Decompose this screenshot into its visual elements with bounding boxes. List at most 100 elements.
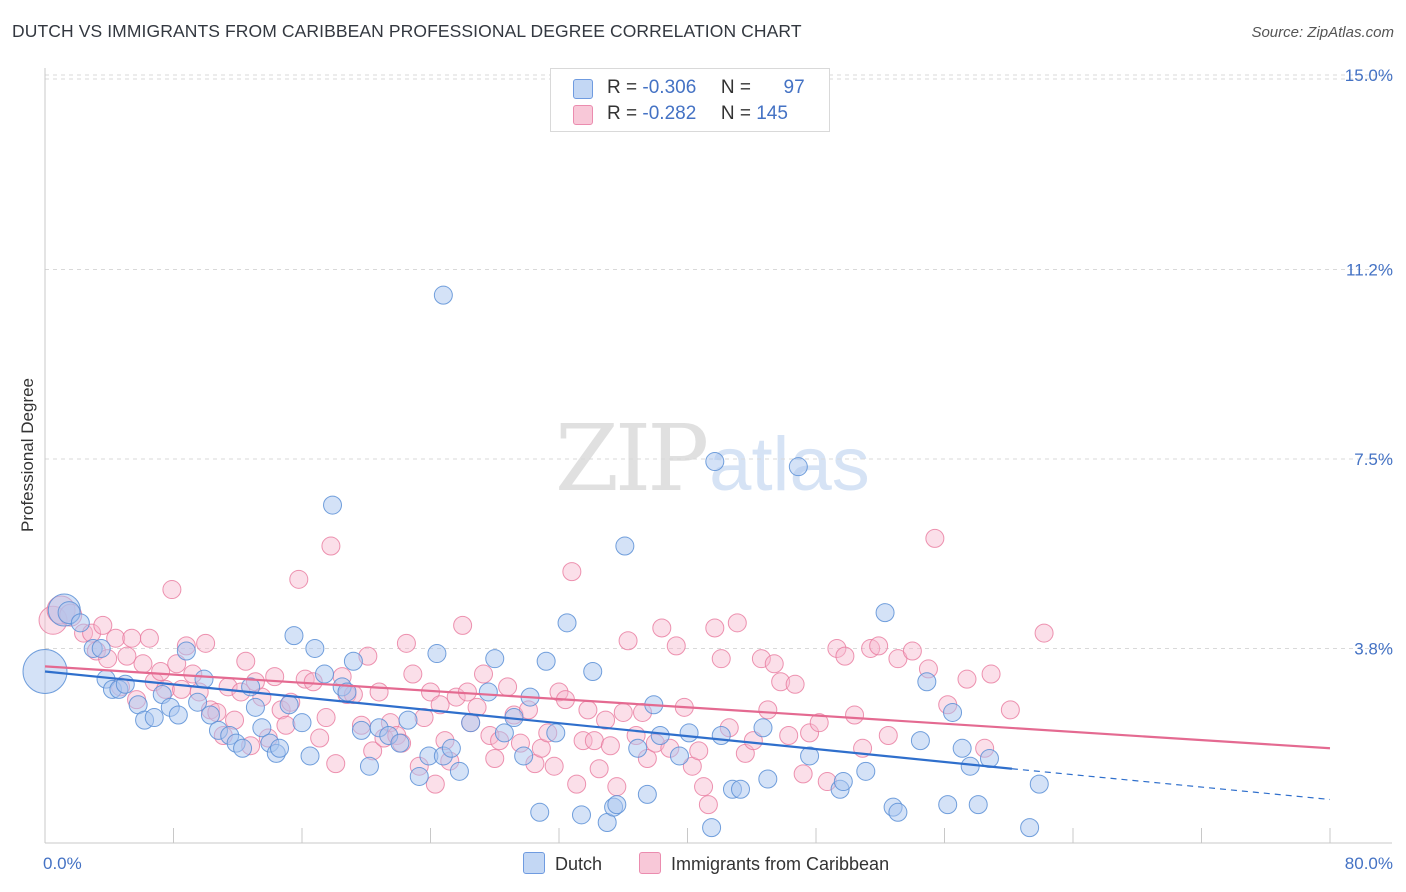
trend-lines xyxy=(44,665,1331,801)
caribbean-point xyxy=(800,723,820,743)
caribbean-point xyxy=(498,677,518,697)
caribbean-point xyxy=(403,664,423,684)
legend-item-dutch: Dutch xyxy=(523,852,602,875)
caribbean-point xyxy=(369,682,389,702)
caribbean-point xyxy=(1034,623,1054,643)
dutch-point xyxy=(427,644,447,664)
tick-labels: 3.8% 7.5% 11.2% 15.0% 0.0% 80.0% xyxy=(43,66,1393,873)
caribbean-point xyxy=(151,661,171,681)
dutch-point xyxy=(637,784,657,804)
caribbean-r-value: -0.282 xyxy=(642,103,697,124)
caribbean-point xyxy=(652,618,672,638)
legend-item-caribbean: Immigrants from Caribbean xyxy=(639,852,889,875)
caribbean-point xyxy=(711,649,731,669)
dutch-point xyxy=(938,795,958,815)
dutch-point xyxy=(188,692,208,712)
dutch-point xyxy=(514,746,534,766)
caribbean-point xyxy=(485,749,505,769)
caribbean-point xyxy=(1000,700,1020,720)
caribbean-swatch xyxy=(573,105,593,125)
caribbean-point xyxy=(162,580,182,600)
dutch-point xyxy=(300,746,320,766)
dutch-point xyxy=(583,661,603,681)
caribbean-point xyxy=(666,636,686,656)
dutch-point xyxy=(679,723,699,743)
dutch-point xyxy=(144,708,164,728)
caribbean-point xyxy=(584,731,604,751)
source-label: Source: ZipAtlas.com xyxy=(1251,24,1394,41)
dutch-point xyxy=(200,705,220,725)
caribbean-point xyxy=(289,569,309,589)
caribbean-point xyxy=(845,705,865,725)
y-tick-label: 7.5% xyxy=(1354,450,1393,469)
caribbean-point xyxy=(425,774,445,794)
dutch-point xyxy=(494,723,514,743)
caribbean-point xyxy=(925,528,945,548)
caribbean-point xyxy=(396,633,416,653)
caribbean-point xyxy=(578,700,598,720)
dutch-point xyxy=(1020,818,1040,838)
dutch-point xyxy=(546,723,566,743)
dutch-point xyxy=(478,682,498,702)
caribbean-point xyxy=(310,728,330,748)
dutch-point xyxy=(433,285,453,305)
caribbean-n-label: N = xyxy=(720,103,751,124)
caribbean-point xyxy=(453,615,473,635)
dutch-n-value: 97 xyxy=(783,77,805,98)
caribbean-point xyxy=(567,774,587,794)
dutch-point xyxy=(536,651,556,671)
dutch-point xyxy=(176,641,196,661)
grid-layer xyxy=(45,74,1392,649)
chart-title: DUTCH VS IMMIGRANTS FROM CARIBBEAN PROFE… xyxy=(12,21,802,41)
correlation-legend: R = -0.306 N = 97 R = -0.282 N = 145 xyxy=(550,68,830,132)
dutch-r-label: R = xyxy=(607,77,638,98)
dutch-point xyxy=(252,718,272,738)
dutch-point xyxy=(571,805,591,825)
dutch-n-label: N = xyxy=(720,77,751,98)
caribbean-point xyxy=(835,646,855,666)
caribbean-point xyxy=(474,664,494,684)
caribbean-point xyxy=(694,777,714,797)
caribbean-point xyxy=(902,641,922,661)
dutch-point xyxy=(91,638,111,658)
dutch-point xyxy=(1029,774,1049,794)
caribbean-point xyxy=(869,636,889,656)
dutch-point xyxy=(314,664,334,684)
legend-dutch-swatch xyxy=(523,852,545,874)
dutch-r-value: -0.306 xyxy=(642,77,697,98)
dutch-point xyxy=(917,672,937,692)
dutch-point xyxy=(292,713,312,733)
caribbean-point xyxy=(751,649,771,669)
x-tick-label: 0.0% xyxy=(43,854,82,873)
dutch-point xyxy=(788,457,808,477)
dutch-point xyxy=(530,802,550,822)
caribbean-point xyxy=(117,646,137,666)
dutch-point xyxy=(194,669,214,689)
x-tick-label: 80.0% xyxy=(1345,854,1393,873)
caribbean-point xyxy=(600,736,620,756)
caribbean-point xyxy=(139,628,159,648)
caribbean-r-label: R = xyxy=(607,103,638,124)
caribbean-point xyxy=(106,628,126,648)
caribbean-point xyxy=(607,777,627,797)
caribbean-point xyxy=(743,731,763,751)
dutch-point xyxy=(284,626,304,646)
dutch-trendline xyxy=(44,670,1013,770)
dutch-point xyxy=(875,603,895,623)
dutch-point xyxy=(669,746,689,766)
caribbean-point xyxy=(764,654,784,674)
dutch-point xyxy=(968,795,988,815)
dutch-point xyxy=(758,769,778,789)
caribbean-point xyxy=(562,562,582,582)
caribbean-trendline xyxy=(44,665,1331,750)
caribbean-point xyxy=(122,628,142,648)
dutch-point xyxy=(753,718,773,738)
caribbean-point xyxy=(957,669,977,689)
dutch-point xyxy=(557,613,577,633)
dutch-point xyxy=(323,495,343,515)
caribbean-point xyxy=(613,702,633,722)
caribbean-point xyxy=(878,725,898,745)
dutch-point xyxy=(409,766,429,786)
dutch-point xyxy=(711,725,731,745)
dutch-point xyxy=(441,738,461,758)
